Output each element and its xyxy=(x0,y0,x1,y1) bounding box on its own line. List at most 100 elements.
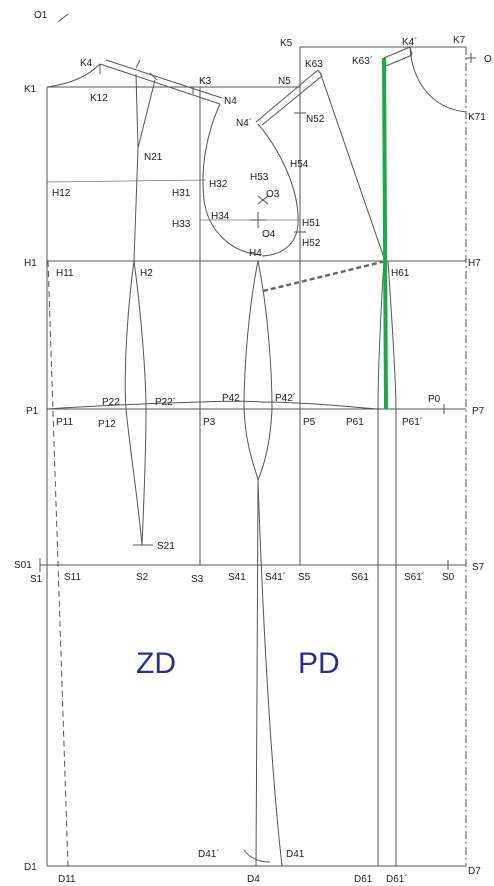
back-neckline xyxy=(46,63,101,88)
back-piece-outline xyxy=(46,59,283,867)
label-k63: K63 xyxy=(305,59,323,70)
label-k5: K5 xyxy=(280,38,293,49)
label-p7: P7 xyxy=(472,406,485,417)
label-s61p: S61´ xyxy=(404,571,425,583)
label-h52: H52 xyxy=(302,238,321,249)
label-h31: H31 xyxy=(172,188,191,199)
label-p42p: P42´ xyxy=(275,392,296,404)
region-back-label: ZD xyxy=(136,647,176,680)
back-waist-curve xyxy=(46,400,263,410)
label-p61: P61 xyxy=(346,417,364,428)
back-side-seam xyxy=(243,260,283,867)
back-shoulder-dart-2 xyxy=(137,79,156,149)
label-k4: K4 xyxy=(80,58,93,69)
back-shoulder-outer xyxy=(105,59,223,99)
front-neck-shoulder-2 xyxy=(385,54,413,67)
label-d7: D7 xyxy=(468,866,481,877)
label-p0: P0 xyxy=(428,394,441,405)
bust-connection-line xyxy=(262,259,387,293)
label-k3: K3 xyxy=(199,76,212,87)
label-h51: H51 xyxy=(302,218,321,229)
front-neckline xyxy=(409,46,467,113)
label-s0: S0 xyxy=(442,572,455,583)
label-s01: S01 xyxy=(14,560,32,571)
label-n4p: N4´ xyxy=(236,117,252,129)
label-p3: P3 xyxy=(203,417,216,428)
label-s3: S3 xyxy=(191,574,204,585)
label-s11: S11 xyxy=(64,572,81,583)
label-h34: H34 xyxy=(211,211,230,222)
label-p12: P12 xyxy=(98,419,116,430)
label-o4: O4 xyxy=(262,229,276,240)
label-h4: H4 xyxy=(249,248,262,259)
point-labels: O1 O K1 K4 K12 K3 K5 K63 K63´ K4´ K7 K71… xyxy=(14,10,492,885)
label-n21: N21 xyxy=(144,152,163,163)
label-h12: H12 xyxy=(52,188,71,199)
label-s41p: S41´ xyxy=(265,571,286,583)
label-h11: H11 xyxy=(56,268,74,279)
d41-curve xyxy=(243,849,271,863)
label-p11: P11 xyxy=(56,417,73,428)
label-p61p: P61´ xyxy=(402,416,423,428)
label-k1: K1 xyxy=(24,84,37,95)
label-d61p: D61´ xyxy=(386,873,408,885)
construction-grid xyxy=(40,46,467,867)
label-k4p: K4´ xyxy=(402,36,418,48)
label-d41p: D41´ xyxy=(198,848,220,860)
front-waist-curve xyxy=(261,401,440,410)
front-shoulder xyxy=(255,69,319,123)
label-s61: S61 xyxy=(351,572,369,583)
label-p5: P5 xyxy=(303,417,316,428)
label-d11: D11 xyxy=(58,874,76,885)
front-armhole xyxy=(257,123,299,257)
label-n5: N5 xyxy=(278,76,291,87)
label-h7: H7 xyxy=(468,258,481,269)
label-p42: P42 xyxy=(222,393,240,404)
label-o1: O1 xyxy=(34,10,48,21)
label-o: O xyxy=(484,54,492,65)
label-s5: S5 xyxy=(298,572,311,583)
line-h12-h32 xyxy=(46,179,207,183)
front-neck-shoulder xyxy=(383,46,411,59)
label-p22p: P22´ xyxy=(155,396,176,408)
label-k7: K7 xyxy=(453,35,466,46)
o1-marker xyxy=(57,13,69,23)
front-side-seam xyxy=(255,260,273,867)
label-d61: D61 xyxy=(354,874,373,885)
back-waist-dart-left xyxy=(124,260,143,546)
label-p22: P22 xyxy=(102,397,120,408)
front-piece-outline xyxy=(39,13,476,867)
region-front-label: PD xyxy=(298,647,340,680)
label-h33: H33 xyxy=(172,219,191,230)
label-h61: H61 xyxy=(391,268,410,279)
front-dart-left xyxy=(377,260,385,866)
label-k71: K71 xyxy=(468,112,486,123)
label-s21: S21 xyxy=(157,541,175,552)
back-shoulder xyxy=(99,63,221,105)
label-k63p: K63´ xyxy=(352,55,373,67)
front-dart-line-1 xyxy=(319,71,385,259)
label-d41: D41 xyxy=(286,849,305,860)
label-h53: H53 xyxy=(250,172,269,183)
label-h32: H32 xyxy=(209,179,228,190)
back-shoulder-dart-1 xyxy=(135,73,139,149)
k4p-marker xyxy=(409,46,413,56)
green-highlight-line xyxy=(382,57,388,410)
label-h1: H1 xyxy=(24,258,37,269)
o3-marker-2 xyxy=(257,195,269,205)
back-dart-line xyxy=(133,147,139,262)
back-shoulder-dart-3 xyxy=(135,59,141,69)
front-dart-right xyxy=(387,260,397,866)
label-d4: D4 xyxy=(247,874,260,885)
label-o3: O3 xyxy=(266,189,280,200)
label-s7: S7 xyxy=(472,562,485,573)
label-h54: H54 xyxy=(290,159,309,170)
label-h2: H2 xyxy=(140,268,153,279)
label-k12: K12 xyxy=(90,93,108,104)
front-shoulder-outer xyxy=(261,75,323,126)
label-n4: N4 xyxy=(224,96,237,107)
label-n52: N52 xyxy=(306,114,325,125)
label-d1: D1 xyxy=(24,862,37,873)
